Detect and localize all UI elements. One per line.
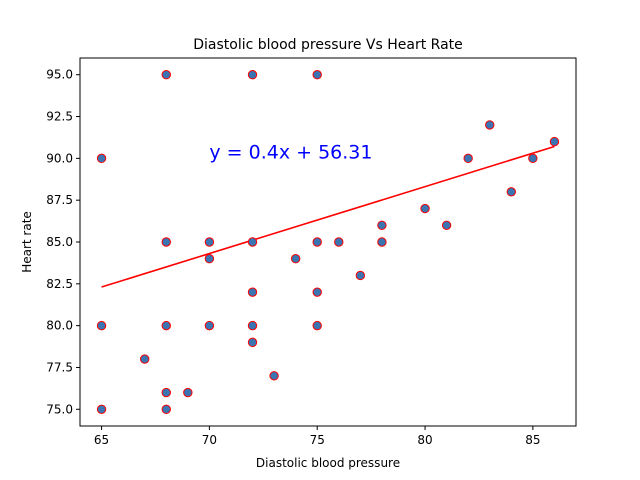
scatter-point: [247, 337, 258, 348]
regression-equation-label: y = 0.4x + 56.31: [209, 141, 372, 163]
scatter-point: [269, 371, 279, 381]
scatter-point: [441, 220, 452, 230]
scatter-point: [377, 220, 387, 230]
y-tick-label: 75.0: [46, 402, 73, 416]
x-tick-label: 75: [310, 433, 325, 447]
scatter-point: [506, 187, 517, 197]
scatter-points: [96, 70, 560, 414]
y-tick-label: 92.5: [46, 110, 73, 124]
y-tick-label: 77.5: [46, 360, 73, 374]
y-tick-label: 85.0: [46, 235, 73, 249]
scatter-point: [161, 404, 171, 414]
y-tick-label: 90.0: [46, 151, 73, 165]
scatter-point: [204, 237, 215, 247]
y-axis-label: Heart rate: [20, 211, 34, 273]
scatter-point: [161, 237, 171, 247]
y-tick-label: 95.0: [46, 68, 73, 82]
y-axis-ticks: 75.0 77.5 80.0 82.5 85.0 87.5 90.0 92.5 95.0: [46, 68, 80, 416]
scatter-point: [247, 237, 258, 247]
scatter-point: [161, 70, 171, 80]
x-axis-label: Diastolic blood pressure: [256, 456, 400, 470]
scatter-point: [139, 354, 150, 364]
scatter-point: [312, 70, 322, 80]
y-tick-label: 80.0: [46, 319, 73, 333]
scatter-point: [247, 287, 258, 297]
scatter-point: [161, 387, 171, 398]
scatter-point: [334, 237, 344, 247]
scatter-point: [463, 153, 473, 164]
chart-title: Diastolic blood pressure Vs Heart Rate: [193, 37, 463, 53]
plot-frame: [79, 57, 577, 427]
x-tick-label: 70: [202, 433, 217, 447]
scatter-point: [312, 287, 322, 297]
scatter-point: [312, 237, 322, 247]
scatter-point: [528, 153, 538, 164]
scatter-point: [247, 70, 258, 80]
scatter-point: [312, 320, 322, 331]
scatter-point: [96, 153, 107, 164]
regression-line: [101, 145, 555, 288]
scatter-point: [204, 254, 215, 264]
x-tick-label: 85: [525, 433, 540, 447]
scatter-point: [96, 320, 107, 331]
scatter-point: [377, 237, 387, 247]
y-tick-label: 82.5: [46, 277, 73, 291]
x-axis-ticks: 65 70 75 80 85: [94, 426, 541, 447]
scatter-point: [161, 320, 171, 331]
regression-layer: [101, 145, 555, 288]
scatter-point: [96, 404, 107, 414]
x-tick-label: 80: [417, 433, 432, 447]
scatter-point: [247, 320, 258, 331]
scatter-point: [183, 387, 193, 398]
scatter-point: [290, 254, 301, 264]
scatter-point: [204, 320, 215, 331]
scatter-point: [485, 120, 495, 130]
x-tick-label: 65: [94, 433, 109, 447]
scatter-point: [355, 270, 366, 281]
y-tick-label: 87.5: [46, 193, 73, 207]
scatter-point: [420, 203, 430, 214]
scatter-point: [549, 136, 560, 147]
